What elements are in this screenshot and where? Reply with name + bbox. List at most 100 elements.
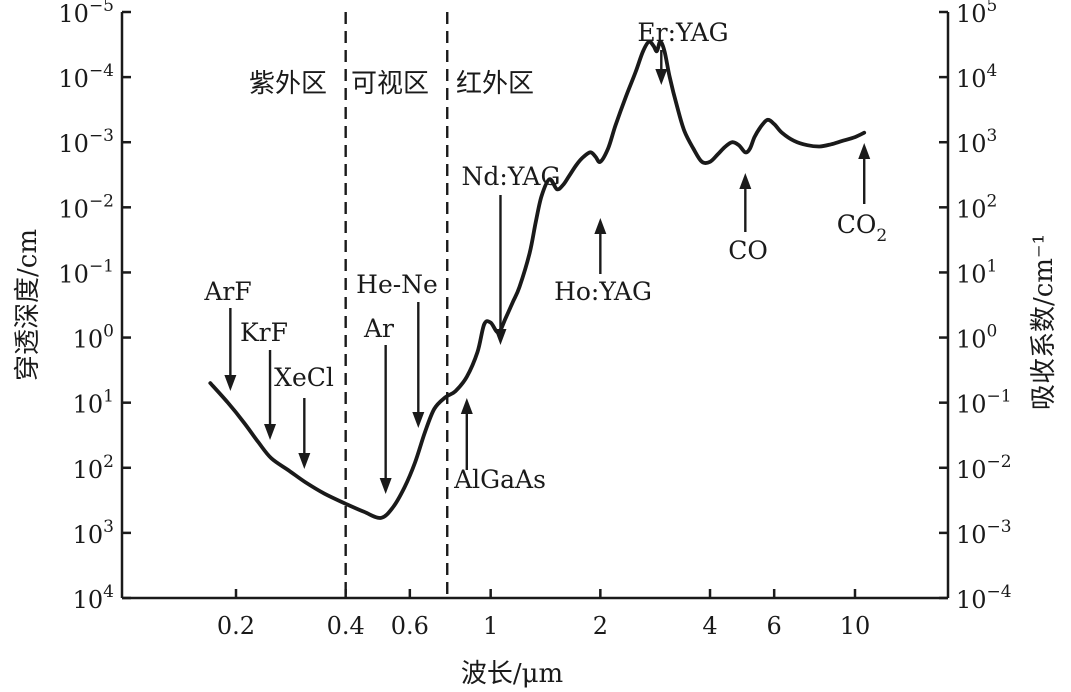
right-tick-label-exponent: 3 bbox=[987, 126, 998, 146]
right-tick-label-base: 10 bbox=[956, 456, 987, 484]
right-tick-label-base: 10 bbox=[956, 0, 987, 28]
left-tick-label-exponent: 0 bbox=[103, 322, 114, 342]
annotation-arrow-head bbox=[412, 412, 425, 428]
right-tick-label-exponent: 5 bbox=[987, 0, 998, 16]
x-tick-label: 0.4 bbox=[327, 612, 365, 640]
x-tick-label: 2 bbox=[593, 612, 608, 640]
x-tick-label: 4 bbox=[702, 612, 717, 640]
right-tick-label: 100 bbox=[956, 322, 997, 354]
left-axis-title: 穿透深度/cm bbox=[13, 229, 43, 381]
left-tick-label-base: 10 bbox=[58, 0, 89, 28]
right-tick-label-base: 10 bbox=[956, 65, 987, 93]
right-tick-label-exponent: −3 bbox=[987, 517, 1012, 537]
right-tick-label-base: 10 bbox=[956, 195, 987, 223]
left-tick-label-base: 10 bbox=[58, 130, 89, 158]
right-tick-label-exponent: −4 bbox=[987, 582, 1012, 602]
annotation-label: He-Ne bbox=[356, 270, 438, 299]
annotation-krf: KrF bbox=[240, 318, 288, 440]
right-tick-label-base: 10 bbox=[956, 521, 987, 549]
right-tick-label: 10−3 bbox=[956, 517, 1012, 549]
left-tick-label-base: 10 bbox=[73, 521, 104, 549]
plot-frame bbox=[120, 12, 950, 600]
left-tick-label-base: 10 bbox=[58, 65, 89, 93]
left-tick-label-exponent: 1 bbox=[103, 387, 114, 407]
annotation-label: Nd:YAG bbox=[462, 162, 561, 191]
region-label-1: 可视区 bbox=[351, 69, 429, 99]
annotation-label: XeCl bbox=[274, 363, 334, 392]
right-tick-label-exponent: 1 bbox=[987, 256, 998, 276]
absorption-curve bbox=[208, 39, 867, 520]
region-label-2: 红外区 bbox=[456, 69, 534, 99]
left-tick-label: 101 bbox=[73, 387, 114, 419]
region-label-0: 紫外区 bbox=[249, 69, 327, 99]
annotation-arrow-head bbox=[379, 478, 392, 494]
annotation-label: Ar bbox=[363, 314, 394, 343]
right-tick-label-exponent: −2 bbox=[987, 452, 1012, 472]
annotation-arrow-head bbox=[460, 398, 473, 414]
annotation-nd-yag: Nd:YAG bbox=[462, 162, 561, 345]
annotation-ho-yag: Ho:YAG bbox=[554, 218, 652, 306]
curve-layer bbox=[208, 39, 867, 520]
annotation-arrow-head bbox=[264, 424, 277, 440]
left-tick-label: 10−5 bbox=[58, 0, 114, 28]
region-dividers bbox=[344, 12, 449, 598]
annotation-arrow-head bbox=[298, 453, 311, 469]
annotation-arrow-head bbox=[224, 375, 237, 391]
annotation-arrow-head bbox=[594, 218, 607, 234]
right-tick-label: 102 bbox=[956, 191, 997, 223]
left-tick-label-base: 10 bbox=[73, 586, 104, 614]
left-tick-label-exponent: −5 bbox=[89, 0, 114, 16]
annotation-label: CO2 bbox=[837, 210, 887, 246]
x-tick-label: 0.6 bbox=[391, 612, 429, 640]
right-tick-label-exponent: 0 bbox=[987, 322, 998, 342]
left-tick-label-base: 10 bbox=[58, 195, 89, 223]
x-tick-label: 1 bbox=[483, 612, 498, 640]
right-tick-label: 104 bbox=[956, 61, 997, 93]
left-tick-label: 100 bbox=[73, 322, 114, 354]
left-tick-label-base: 10 bbox=[73, 391, 104, 419]
annotation-label: ArF bbox=[203, 277, 251, 306]
left-tick-label-exponent: −1 bbox=[89, 256, 114, 276]
annotation-ar: Ar bbox=[363, 314, 394, 494]
annotation-label: Er:YAG bbox=[637, 18, 728, 47]
annotation-er-yag: Er:YAG bbox=[637, 18, 729, 85]
left-tick-label: 10−3 bbox=[58, 126, 114, 158]
annotation-co2: CO2 bbox=[837, 143, 887, 246]
annotation-arrow-head bbox=[655, 69, 668, 85]
annotation-he-ne: He-Ne bbox=[356, 270, 438, 428]
left-tick-label-exponent: −2 bbox=[89, 191, 114, 211]
right-tick-label: 103 bbox=[956, 126, 997, 158]
left-tick-label: 10−4 bbox=[58, 61, 114, 93]
right-tick-label: 10−2 bbox=[956, 452, 1012, 484]
annotation-xecl: XeCl bbox=[274, 363, 334, 469]
right-tick-label-exponent: 2 bbox=[987, 191, 998, 211]
left-tick-label-exponent: 2 bbox=[103, 452, 114, 472]
left-tick-label-base: 10 bbox=[58, 260, 89, 288]
annotation-label: AlGaAs bbox=[453, 465, 546, 494]
left-tick-label-exponent: −4 bbox=[89, 61, 114, 81]
left-tick-label-base: 10 bbox=[73, 326, 104, 354]
left-tick-label-exponent: 4 bbox=[103, 582, 114, 602]
annotation-label: KrF bbox=[240, 318, 288, 347]
annotation-co: CO bbox=[728, 173, 768, 265]
right-axis-title: 吸收系数/cm⁻¹ bbox=[1029, 234, 1059, 410]
annotation-label: Ho:YAG bbox=[554, 277, 652, 306]
axis-titles: 波长/μm 穿透深度/cm 吸收系数/cm⁻¹ bbox=[13, 229, 1059, 689]
x-axis-ticks: 0.2 0.4 0.6 1 2 4 6 10 bbox=[217, 589, 870, 640]
right-tick-label: 10−1 bbox=[956, 387, 1012, 419]
annotation-label-subscript: 2 bbox=[876, 226, 887, 246]
annotation-arrow-head bbox=[494, 329, 507, 345]
right-tick-label-base: 10 bbox=[956, 260, 987, 288]
x-tick-label: 6 bbox=[767, 612, 782, 640]
left-tick-label: 102 bbox=[73, 452, 114, 484]
right-tick-label-base: 10 bbox=[956, 391, 987, 419]
right-tick-label-exponent: −1 bbox=[987, 387, 1012, 407]
left-tick-label: 104 bbox=[73, 582, 114, 614]
left-tick-label-base: 10 bbox=[73, 456, 104, 484]
right-tick-label: 101 bbox=[956, 256, 997, 288]
left-tick-label: 10−1 bbox=[58, 256, 114, 288]
annotation-label: CO bbox=[728, 236, 768, 265]
left-tick-label-exponent: 3 bbox=[103, 517, 114, 537]
